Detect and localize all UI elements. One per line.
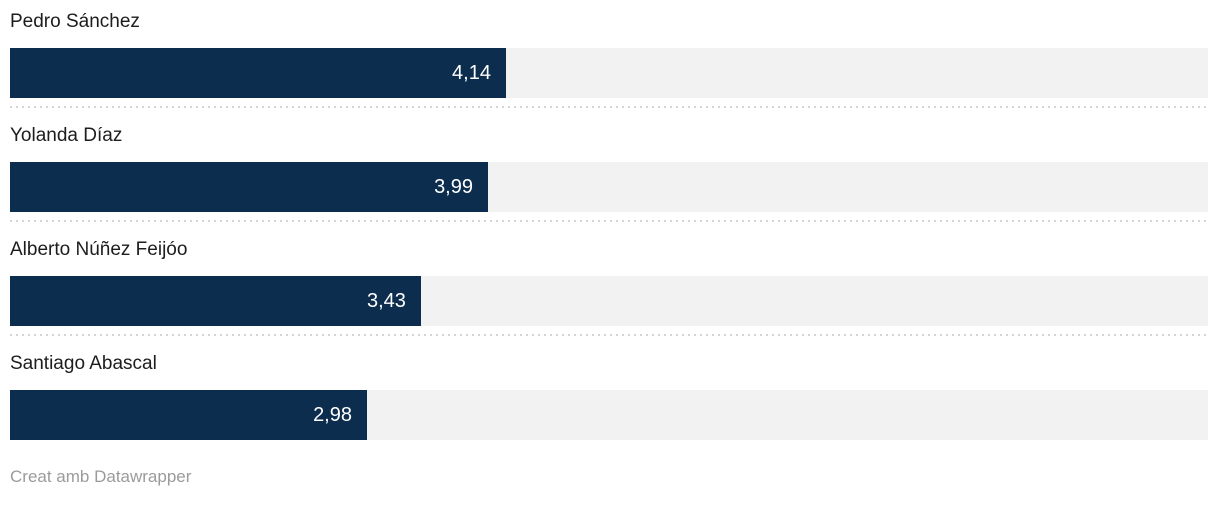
bar-category-label: Santiago Abascal: [10, 353, 157, 374]
bar-category-label: Alberto Núñez Feijóo: [10, 239, 188, 260]
bar-track: 3,99: [10, 162, 1208, 212]
bar-row: Santiago Abascal 2,98: [10, 352, 1208, 440]
bar-value-label: 2,98: [313, 403, 352, 426]
bar-category-label: Pedro Sánchez: [10, 11, 140, 32]
row-separator: [10, 220, 1208, 222]
bar: 4,14: [10, 48, 506, 98]
bar: 3,43: [10, 276, 421, 326]
row-separator: [10, 106, 1208, 108]
bar-row: Alberto Núñez Feijóo 3,43: [10, 238, 1208, 336]
bar-value-label: 3,99: [434, 175, 473, 198]
bar-value-label: 3,43: [366, 289, 406, 312]
chart-footer: Creat amb Datawrapper: [10, 467, 1208, 487]
bar: 2,98: [10, 390, 367, 440]
bar-chart: Pedro Sánchez 4,14 Yolanda Díaz 3,99 Alb…: [10, 10, 1208, 487]
bar-track: 3,43: [10, 276, 1208, 326]
bar-category-label: Yolanda Díaz: [10, 125, 123, 146]
bar-row: Yolanda Díaz 3,99: [10, 124, 1208, 222]
row-separator: [10, 334, 1208, 336]
datawrapper-attribution-link[interactable]: Creat amb Datawrapper: [10, 467, 192, 486]
bar-value-label: 4,14: [452, 61, 491, 84]
bar-track: 2,98: [10, 390, 1208, 440]
bar-track: 4,14: [10, 48, 1208, 98]
bar-rows: Pedro Sánchez 4,14 Yolanda Díaz 3,99 Alb…: [10, 10, 1208, 440]
bar: 3,99: [10, 162, 488, 212]
bar-row: Pedro Sánchez 4,14: [10, 10, 1208, 108]
